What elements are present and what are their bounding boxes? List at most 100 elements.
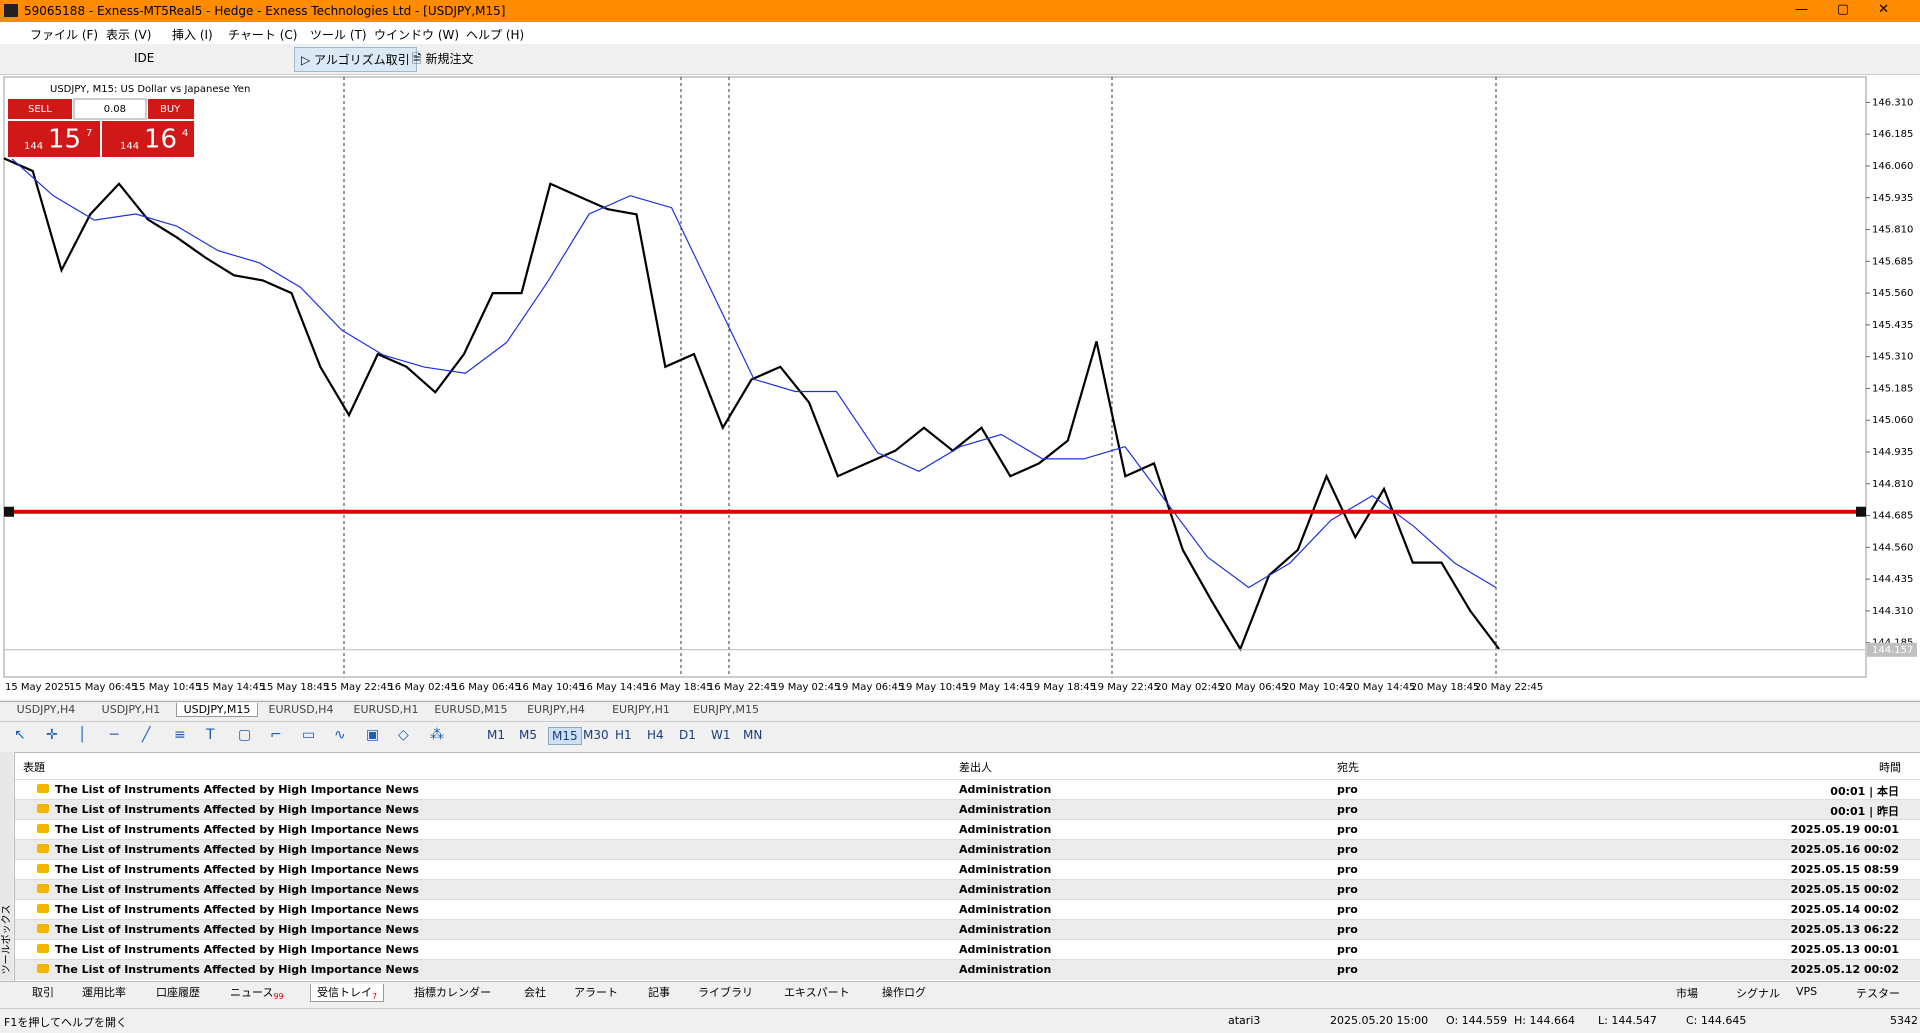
- line-handle: [4, 506, 14, 517]
- draw-tool[interactable]: ⁂: [430, 727, 444, 743]
- chart-tab[interactable]: USDJPY,H4: [16, 703, 76, 716]
- ask-main: 16: [144, 125, 177, 155]
- cell: Administration: [959, 963, 1052, 976]
- x-tick-label: 15 May 10:45: [133, 682, 202, 693]
- timeframe[interactable]: M1: [487, 728, 505, 742]
- chart-tab[interactable]: EURJPY,H4: [527, 703, 585, 716]
- timeframe[interactable]: W1: [711, 728, 731, 742]
- draw-tool[interactable]: ↖: [14, 727, 26, 743]
- chart-tab[interactable]: EURJPY,H1: [612, 703, 670, 716]
- chart-tab[interactable]: EURUSD,H4: [268, 703, 334, 716]
- draw-tool[interactable]: ▢: [238, 727, 252, 743]
- bottom-tab[interactable]: 指標カレンダー: [408, 984, 497, 1000]
- bottom-tab[interactable]: 会社: [518, 984, 552, 1000]
- mailbox: 表題 差出人 宛先 時間 The List of Instruments Affecte…: [14, 752, 1920, 982]
- ask-box[interactable]: [102, 121, 194, 157]
- menu-item[interactable]: ファイル (F): [30, 28, 99, 42]
- draw-tool[interactable]: ⌐: [270, 727, 282, 743]
- line-handle: [1856, 506, 1866, 517]
- draw-tool[interactable]: ✛: [46, 727, 58, 743]
- draw-tool[interactable]: ≡: [174, 727, 186, 743]
- chart: USDJPY, M15: US Dollar vs Japanese Yen S…: [0, 75, 1920, 699]
- window-controls[interactable]: — ▢ ✕: [1795, 2, 1890, 17]
- column-header: 時間: [1879, 761, 1901, 774]
- tab-label: 取引: [32, 986, 54, 999]
- panel-link[interactable]: VPS: [1796, 985, 1818, 998]
- timeframe[interactable]: M5: [519, 728, 537, 742]
- draw-tool[interactable]: T: [206, 727, 215, 743]
- bottom-tab[interactable]: 受信トレイ7: [310, 984, 385, 1003]
- sell-button[interactable]: [8, 99, 72, 119]
- tab-label: アラート: [574, 986, 618, 999]
- tab-badge: 99: [273, 992, 284, 1002]
- mail-icon: [37, 964, 49, 973]
- volume-box[interactable]: [73, 98, 147, 120]
- timeframe[interactable]: D1: [679, 728, 696, 742]
- buy-button[interactable]: [148, 99, 194, 119]
- chart-tab[interactable]: EURJPY,M15: [693, 703, 759, 716]
- row-bg: [15, 859, 1920, 880]
- bottom-tab[interactable]: ニュース99: [224, 984, 290, 1001]
- bottom-tab[interactable]: 操作ログ: [876, 984, 932, 1000]
- new-order-button[interactable]: 🗎 新規注文: [412, 52, 474, 66]
- toolbox-label: ツールボックス: [1, 904, 13, 975]
- x-tick-label: 15 May 22:45: [325, 682, 394, 693]
- tab-label: 会社: [524, 986, 546, 999]
- draw-tool[interactable]: ◇: [398, 727, 409, 743]
- draw-tool[interactable]: ▣: [366, 727, 380, 743]
- draw-tool[interactable]: ▭: [302, 727, 316, 743]
- x-tick-label: 15 May 18:45: [261, 682, 330, 693]
- x-tick-label: 20 May 10:45: [1283, 682, 1352, 693]
- draw-tool[interactable]: ∿: [334, 727, 346, 743]
- timeframe[interactable]: H1: [615, 728, 632, 742]
- panel-link[interactable]: テスター: [1856, 987, 1900, 1000]
- x-tick-label: 19 May 10:45: [900, 682, 969, 693]
- panel-link[interactable]: シグナル: [1736, 987, 1780, 1000]
- menu-item[interactable]: 表示 (V): [106, 28, 152, 42]
- timeframe[interactable]: M30: [583, 728, 609, 742]
- price-line: [3, 157, 1500, 652]
- menu-item[interactable]: チャート (C): [228, 28, 298, 42]
- moving-average: [11, 158, 1497, 589]
- bottom-tab[interactable]: 運用比率: [76, 984, 132, 1000]
- timeframe[interactable]: M15: [548, 727, 582, 745]
- bottom-tab[interactable]: 取引: [26, 984, 60, 1000]
- draw-tool[interactable]: ╱: [142, 727, 151, 743]
- bottom-tab[interactable]: エキスパート: [778, 984, 856, 1000]
- menu-bar: ファイル (F) 表示 (V) 挿入 (I) チャート (C) ツール (T) ウインドウ…: [0, 22, 1920, 44]
- bid-box[interactable]: [8, 121, 100, 157]
- current-price-label: 144.157: [1872, 645, 1913, 656]
- bottom-tab[interactable]: ライブラリ: [692, 984, 759, 1000]
- cell: 2025.05.13 00:01: [1790, 943, 1899, 956]
- algo-trading-button[interactable]: ▷ アルゴリズム取引: [294, 47, 417, 72]
- chart-tab[interactable]: USDJPY,H1: [101, 703, 161, 716]
- tab-label: 指標カレンダー: [414, 986, 491, 999]
- panel-link[interactable]: 市場: [1676, 987, 1698, 1000]
- x-tick-label: 16 May 06:45: [452, 682, 521, 693]
- cell: The List of Instruments Affected by High…: [55, 823, 419, 836]
- menu-item[interactable]: ツール (T): [310, 28, 367, 42]
- draw-tool[interactable]: │: [78, 727, 87, 743]
- menu-item[interactable]: ヘルプ (H): [466, 28, 525, 42]
- x-tick-label: 16 May 14:45: [580, 682, 649, 693]
- timeframe[interactable]: H4: [647, 728, 664, 742]
- menu-item[interactable]: 挿入 (I): [172, 28, 213, 42]
- x-tick-label: 19 May 22:45: [1091, 682, 1160, 693]
- bottom-tab[interactable]: 記事: [642, 984, 676, 1000]
- ide-button[interactable]: IDE: [134, 51, 155, 65]
- x-tick-label: 19 May 06:45: [836, 682, 905, 693]
- bottom-tab[interactable]: アラート: [568, 984, 624, 1000]
- row-bg: [15, 779, 1920, 800]
- chart-tab[interactable]: USDJPY,M15: [176, 703, 258, 717]
- timeframe[interactable]: MN: [743, 728, 763, 742]
- draw-tool[interactable]: ─: [110, 727, 119, 743]
- bottom-tabs: 取引 運用比率 口座履歴 ニュース99 受信トレイ7 指標カレンダー 会社 アラート 記事 ライブ…: [0, 981, 1920, 1004]
- cell: The List of Instruments Affected by High…: [55, 923, 419, 936]
- menu-item[interactable]: ウインドウ (W): [374, 28, 460, 42]
- chart-tab[interactable]: EURUSD,M15: [434, 703, 508, 716]
- cell: pro: [1337, 943, 1358, 956]
- row-bg: [15, 919, 1920, 940]
- cell: Administration: [959, 903, 1052, 916]
- chart-tab[interactable]: EURUSD,H1: [353, 703, 419, 716]
- bottom-tab[interactable]: 口座履歴: [150, 984, 206, 1000]
